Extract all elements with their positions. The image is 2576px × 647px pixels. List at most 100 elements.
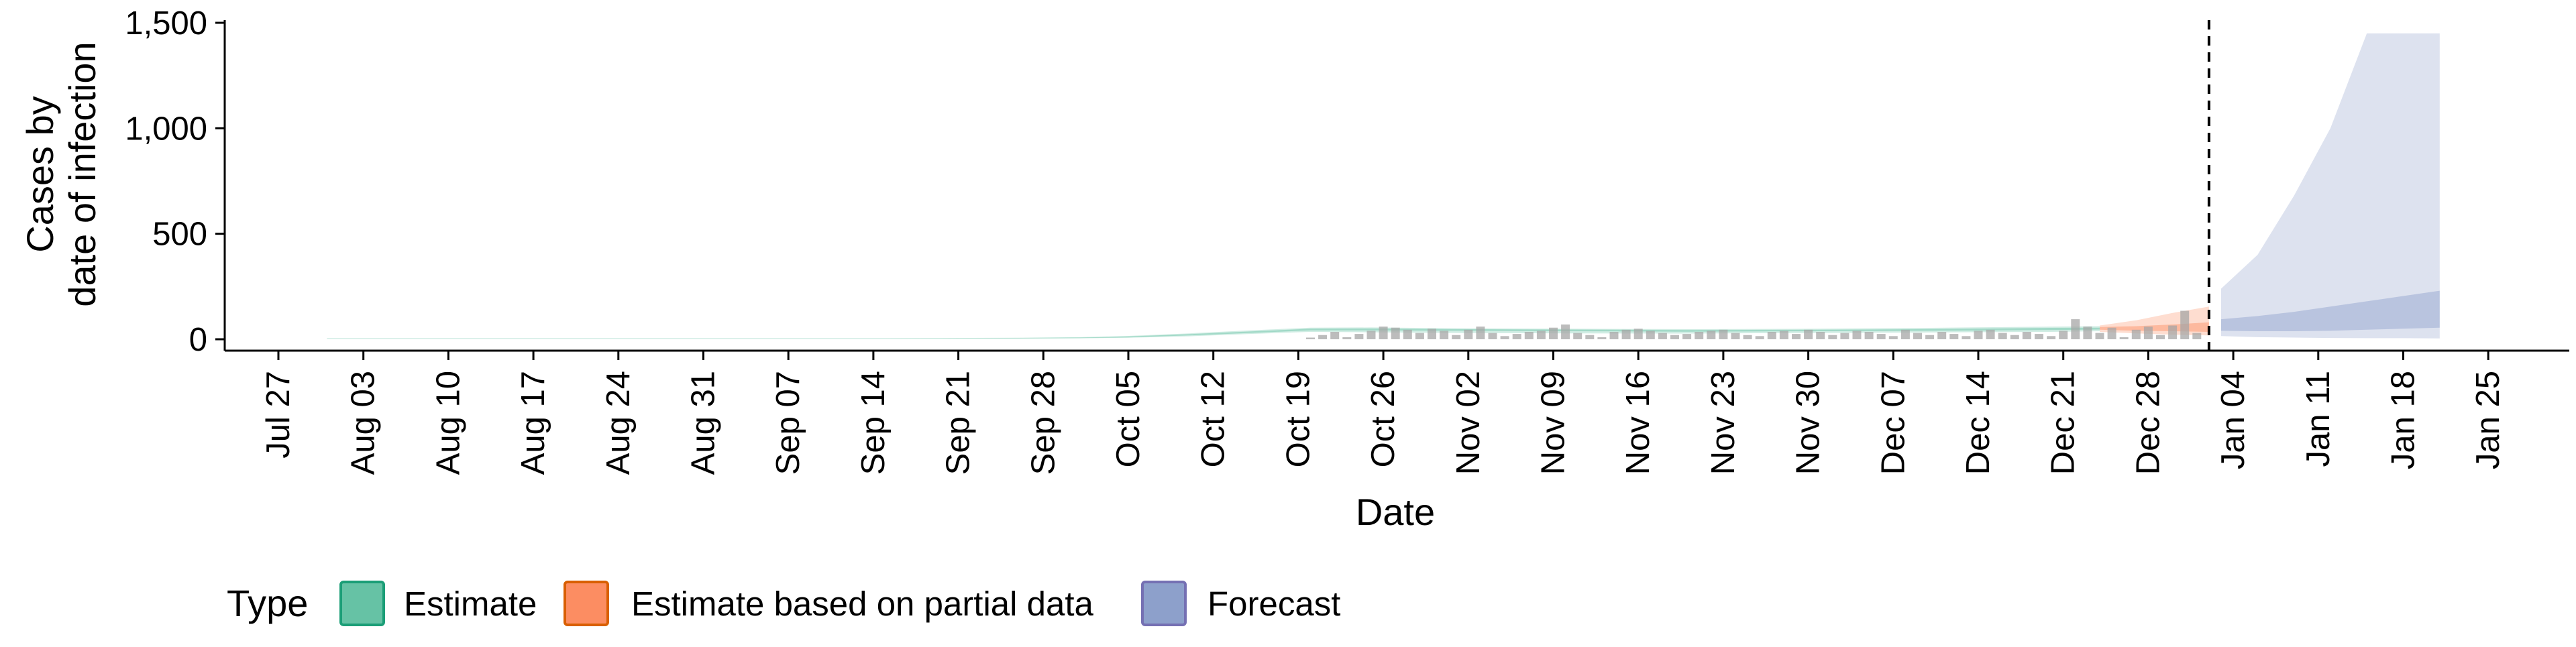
legend-key-estimate: [339, 581, 385, 626]
legend-label-partial: Estimate based on partial data: [631, 585, 1094, 623]
reported-case-bar: [1707, 331, 1716, 339]
y-axis-title-line-2: date of infection: [61, 42, 103, 306]
reported-case-bar: [2059, 331, 2068, 339]
x-tick-label: Nov 30: [1790, 371, 1827, 475]
reported-case-bar: [1864, 332, 1874, 339]
reported-case-bar: [1536, 331, 1546, 339]
forecast-band-90: [2221, 33, 2440, 339]
reported-case-bar: [1962, 336, 1971, 339]
reported-case-bar: [1998, 333, 2007, 339]
x-tick-label: Aug 24: [600, 371, 637, 475]
legend-key-partial: [564, 581, 609, 626]
reported-case-bar: [1828, 335, 1837, 339]
reported-case-bar: [1366, 331, 1376, 339]
y-tick-label: 0: [189, 322, 207, 358]
x-tick-label: Jan 18: [2385, 371, 2422, 469]
x-tick-label: Sep 28: [1025, 371, 1061, 475]
reported-case-bar: [1452, 335, 1461, 339]
reported-case-bar: [1925, 335, 1935, 339]
reported-case-bar: [1888, 336, 1898, 339]
legend-label-estimate: Estimate: [404, 585, 537, 623]
x-tick-label: Oct 19: [1280, 371, 1316, 467]
reported-case-bar: [1986, 329, 1995, 339]
reported-case-bar: [1524, 332, 1534, 339]
x-tick-label: Jan 11: [2300, 371, 2337, 467]
y-axis-ticks: 0 500 1,000 1,500: [125, 5, 225, 358]
reported-case-bar: [1682, 334, 1692, 339]
x-tick-label: Dec 21: [2045, 371, 2082, 475]
reported-case-bar: [1573, 333, 1582, 339]
x-tick-label: Jul 27: [260, 371, 297, 459]
reported-case-bar: [1658, 333, 1667, 339]
reported-case-bar: [1512, 334, 1521, 339]
y-tick-label: 500: [152, 217, 207, 253]
reported-case-bar: [1428, 329, 1436, 339]
reported-case-bar: [1597, 337, 1607, 339]
reported-case-bar: [1609, 332, 1619, 339]
reported-case-bar: [1330, 332, 1340, 339]
y-axis-title-line-1: Cases by: [19, 96, 61, 252]
legend-label-forecast: Forecast: [1208, 585, 1340, 623]
x-tick-label: Nov 02: [1450, 371, 1487, 475]
reported-case-bar: [1342, 337, 1352, 339]
reported-case-bar: [1695, 332, 1704, 339]
x-axis-title: Date: [1356, 491, 1435, 533]
y-tick-label: 1,500: [125, 5, 207, 42]
reported-case-bar: [1391, 327, 1400, 339]
reported-case-bar: [1779, 331, 1788, 339]
reported-case-bar: [2035, 334, 2043, 339]
reported-case-bar: [1464, 329, 1473, 339]
reported-case-bar: [1476, 327, 1485, 339]
reported-case-bar: [2022, 332, 2031, 339]
reported-case-bar: [1415, 333, 1424, 339]
x-tick-label: Aug 17: [515, 371, 551, 475]
forecast-band-50: [2221, 290, 2440, 331]
reported-case-bar: [2180, 310, 2190, 339]
reported-case-bar: [1949, 334, 1959, 339]
reported-case-bar: [1585, 335, 1595, 339]
reported-case-bar: [1670, 335, 1679, 339]
x-tick-label: Jan 25: [2470, 371, 2506, 469]
uncertainty-bands: [327, 33, 2440, 339]
axes: [223, 20, 2569, 352]
x-axis-ticks: Jul 27 Aug 03 Aug 10 Aug 17 Aug 24 Aug 31 Sep …: [260, 351, 2506, 475]
reported-case-bar: [1743, 335, 1752, 339]
reported-case-bar: [1379, 327, 1388, 339]
reported-case-bars: [1306, 310, 2202, 339]
x-tick-label: Sep 21: [941, 371, 977, 475]
reported-case-bar: [2010, 335, 2019, 339]
reported-case-bar: [2083, 327, 2092, 339]
reported-case-bar: [1840, 333, 1849, 339]
x-tick-label: Oct 05: [1110, 371, 1146, 467]
reported-case-bar: [1719, 329, 1728, 339]
reported-case-bar: [2156, 335, 2165, 339]
estimate-band-50: [327, 327, 2100, 339]
x-tick-label: Sep 07: [770, 371, 806, 475]
reported-case-bar: [1755, 336, 1764, 339]
x-tick-label: Aug 10: [430, 371, 466, 475]
reported-case-bar: [2192, 333, 2202, 339]
reported-case-bar: [1731, 333, 1740, 339]
reported-case-bar: [1804, 329, 1813, 339]
x-tick-label: Nov 16: [1620, 371, 1656, 475]
reported-case-bar: [2131, 329, 2141, 339]
legend-title: Type: [227, 582, 308, 624]
reported-case-bar: [1549, 327, 1558, 339]
reported-case-bar: [1816, 332, 1825, 339]
reported-case-bar: [1937, 332, 1947, 339]
x-tick-label: Aug 03: [345, 371, 382, 475]
x-tick-label: Nov 09: [1536, 371, 1572, 475]
legend: Type Estimate Estimate based on partial …: [227, 581, 1340, 626]
reported-case-bar: [1974, 331, 1983, 339]
reported-case-bar: [1792, 334, 1801, 339]
x-tick-label: Oct 26: [1365, 371, 1401, 467]
x-tick-label: Jan 04: [2215, 371, 2251, 469]
reported-case-bar: [2119, 337, 2129, 339]
reported-case-bar: [1767, 332, 1776, 339]
reported-case-bar: [1440, 331, 1449, 339]
reported-case-bar: [2107, 327, 2116, 339]
reported-case-bar: [1633, 329, 1643, 339]
reported-case-bar: [2071, 319, 2080, 339]
